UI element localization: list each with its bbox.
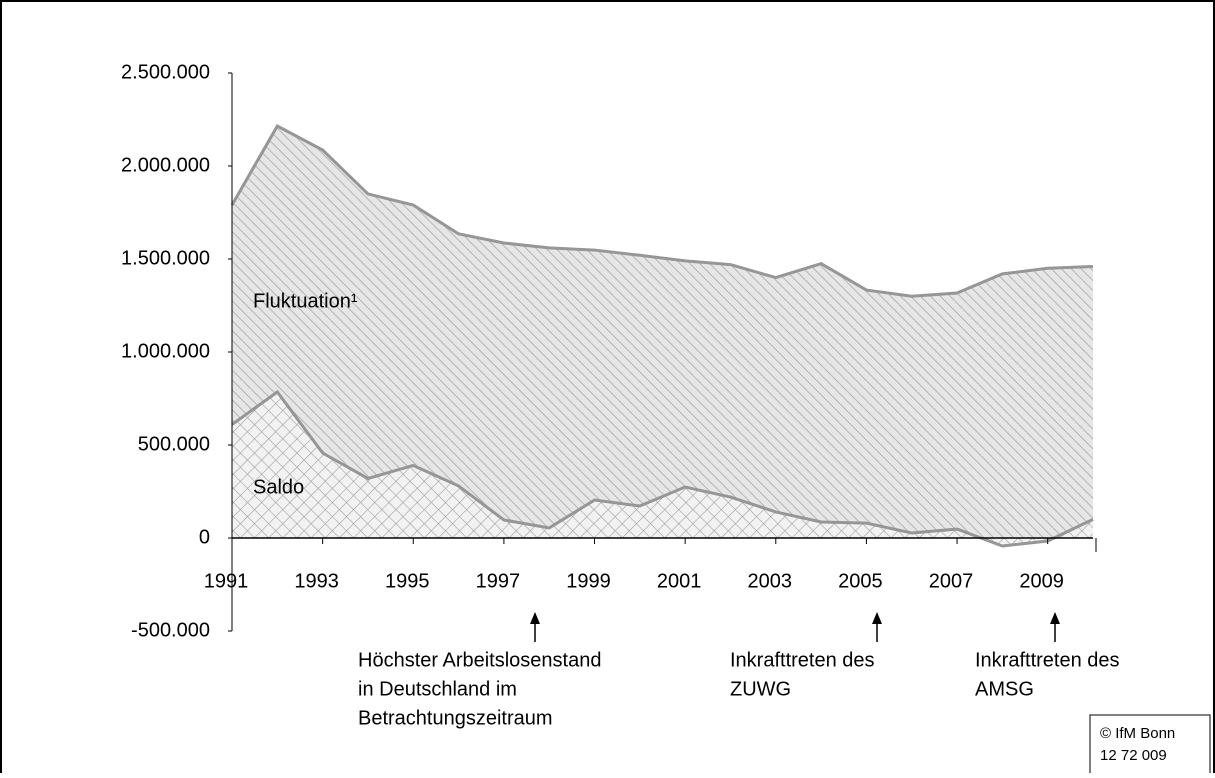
- y-tick-label: 2.500.000: [121, 61, 210, 83]
- x-tick-label: 2009: [1019, 570, 1064, 592]
- annotation-text: AMSG: [975, 678, 1034, 700]
- x-tick-label: 1991: [204, 570, 249, 592]
- y-tick-label: 0: [199, 526, 210, 548]
- area-fill: [232, 126, 1093, 538]
- source-text: 12 72 009: [1100, 747, 1167, 764]
- x-tick-label: 1993: [294, 570, 339, 592]
- area-fill: [232, 391, 1093, 546]
- series-line: [230, 124, 1094, 298]
- x-tick-label: 1997: [476, 570, 521, 592]
- y-tick-label: 1.000.000: [121, 340, 210, 362]
- annotation-text: Höchster Arbeitslosenstand: [358, 649, 601, 671]
- annotation-text: in Deutschland im: [358, 678, 517, 700]
- annotation-text: Betrachtungszeitraum: [358, 707, 553, 729]
- series-label: Saldo: [253, 476, 304, 498]
- x-tick-label: 1995: [385, 570, 430, 592]
- y-tick-label: 2.000.000: [121, 154, 210, 176]
- annotation-text: ZUWG: [730, 678, 791, 700]
- annotation-arrowhead: [872, 612, 882, 624]
- x-tick-label: 2007: [929, 570, 974, 592]
- source-box: [1089, 714, 1211, 778]
- source-text: © IfM Bonn: [1100, 725, 1175, 742]
- x-tick-label: 2005: [838, 570, 883, 592]
- y-tick-label: -500.000: [131, 619, 210, 641]
- y-tick-label: 1.500.000: [121, 247, 210, 269]
- series-label: Fluktuation¹: [253, 290, 358, 312]
- annotation-arrowhead: [1050, 612, 1060, 624]
- annotation-arrowhead: [530, 612, 540, 624]
- x-tick-label: 1999: [566, 570, 611, 592]
- series-line: [231, 389, 1094, 548]
- annotation-text: Inkrafttreten des: [730, 649, 875, 671]
- annotation-text: Inkrafttreten des: [975, 649, 1120, 671]
- x-tick-label: 2001: [657, 570, 702, 592]
- y-tick-label: 500.000: [138, 433, 210, 455]
- x-tick-label: 2003: [748, 570, 793, 592]
